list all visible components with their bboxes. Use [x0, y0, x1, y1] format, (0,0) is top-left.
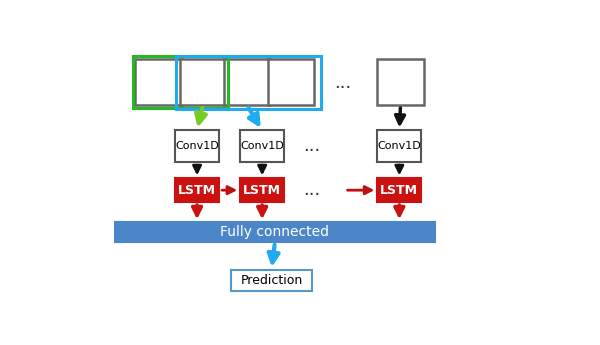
FancyBboxPatch shape: [377, 130, 421, 162]
FancyBboxPatch shape: [268, 59, 314, 105]
FancyBboxPatch shape: [240, 130, 284, 162]
Text: Conv1D: Conv1D: [240, 141, 284, 151]
Text: Fully connected: Fully connected: [220, 225, 329, 239]
Text: ...: ...: [304, 137, 321, 155]
FancyBboxPatch shape: [231, 270, 312, 291]
FancyBboxPatch shape: [179, 59, 226, 105]
Text: ...: ...: [304, 181, 321, 199]
FancyBboxPatch shape: [224, 59, 271, 105]
Text: Prediction: Prediction: [241, 274, 302, 287]
Text: Conv1D: Conv1D: [175, 141, 219, 151]
Text: LSTM: LSTM: [243, 184, 281, 197]
Text: LSTM: LSTM: [178, 184, 216, 197]
FancyBboxPatch shape: [115, 222, 436, 242]
FancyBboxPatch shape: [175, 178, 219, 202]
FancyBboxPatch shape: [175, 130, 219, 162]
Text: Conv1D: Conv1D: [377, 141, 421, 151]
Text: ...: ...: [334, 73, 351, 91]
FancyBboxPatch shape: [136, 59, 182, 105]
FancyBboxPatch shape: [240, 178, 284, 202]
FancyBboxPatch shape: [377, 178, 421, 202]
FancyBboxPatch shape: [377, 59, 424, 105]
Text: LSTM: LSTM: [380, 184, 418, 197]
